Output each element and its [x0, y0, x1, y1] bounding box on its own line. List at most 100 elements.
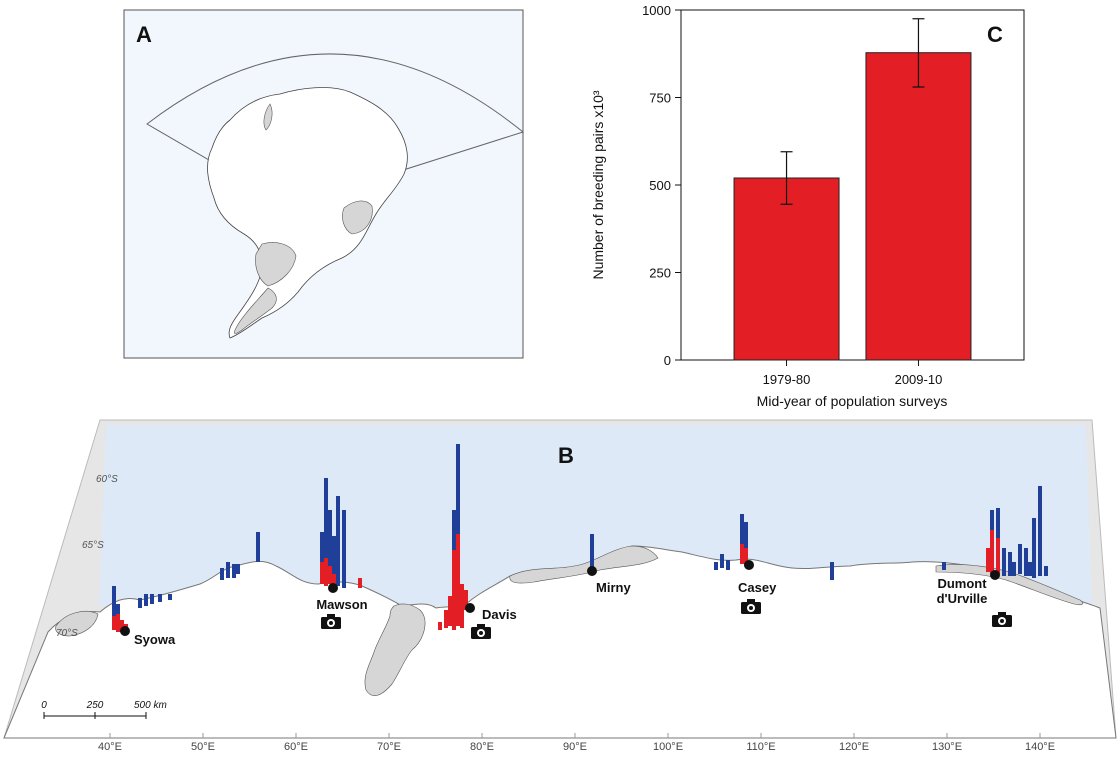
- bars: [733, 18, 972, 361]
- colony-bar-blue: [1002, 548, 1006, 576]
- colony-bar-red: [332, 574, 336, 586]
- colony-bar-blue: [1044, 566, 1048, 576]
- colony-bar-blue: [236, 564, 240, 574]
- colony-bar-blue: [726, 560, 730, 570]
- colony-bar-blue: [1012, 562, 1016, 576]
- colony-bar-red: [328, 566, 332, 584]
- station-label: Davis: [482, 607, 517, 622]
- panel-b-letter: B: [558, 443, 574, 468]
- colony-bar-red: [120, 620, 124, 632]
- lon-label: 50°E: [191, 741, 215, 753]
- station-dot: [465, 603, 475, 613]
- colony-bar-red: [444, 610, 448, 628]
- colony-bar-blue: [714, 562, 718, 570]
- shackleton-ice-shelf: [509, 545, 659, 584]
- lat-label-65: 65°S: [82, 540, 104, 551]
- camera-icon: [321, 614, 341, 629]
- longitude-labels: 40°E 50°E 60°E 70°E 80°E 90°E 100°E 110°E 120°E 1…: [98, 733, 1055, 753]
- ocean: [99, 425, 1092, 606]
- lon-label: 140°E: [1025, 741, 1055, 753]
- y-axis: 0 250 500 750 1000: [642, 3, 681, 368]
- lon-label: 60°E: [284, 741, 308, 753]
- station-dot: [990, 570, 1000, 580]
- colony-bar-blue: [1032, 518, 1036, 578]
- station-label: Dumont d'Urville: [937, 576, 988, 606]
- lon-label: 70°E: [377, 741, 401, 753]
- colony-bar-blue: [336, 496, 340, 586]
- chart-plot-frame: [680, 9, 1025, 361]
- y-tick-label: 0: [664, 353, 671, 368]
- lon-label: 80°E: [470, 741, 494, 753]
- station-dot: [744, 560, 754, 570]
- colony-bar-red: [456, 534, 460, 626]
- colony-bar-blue: [158, 594, 162, 602]
- colony-bar-blue: [1024, 548, 1028, 576]
- stations: Syowa Mawson Davis Mirny Casey Dumont d'Urvill…: [120, 560, 1012, 647]
- colony-bar-blue: [720, 554, 724, 568]
- colony-bar-blue: [220, 568, 224, 580]
- station-dot: [328, 583, 338, 593]
- station-dumont-d-urville: Dumont d'Urville: [937, 570, 1012, 627]
- station-dot: [120, 626, 130, 636]
- colony-bar-red: [320, 562, 324, 584]
- y-tick-label: 500: [649, 178, 671, 193]
- station-dot: [587, 566, 597, 576]
- lat-label-70: 70°S: [56, 628, 78, 639]
- station-label: Mawson: [316, 597, 367, 612]
- station-mawson: Mawson: [316, 583, 368, 629]
- lon-label: 130°E: [932, 741, 962, 753]
- y-tick-label: 750: [649, 91, 671, 106]
- lon-label: 100°E: [653, 741, 683, 753]
- colony-bar-blue: [332, 536, 336, 574]
- amery-ice-shelf: [364, 603, 426, 696]
- colony-bar-blue: [452, 510, 456, 550]
- colony-bar-blue: [232, 564, 236, 578]
- colony-bar-blue: [150, 594, 154, 604]
- scale-label-500: 500 km: [134, 700, 167, 711]
- colony-bar-blue: [112, 586, 116, 616]
- ross-ice-shelf: [342, 200, 373, 235]
- colony-bar-blue: [144, 594, 148, 606]
- filchner-ronne-shelf: [255, 242, 297, 287]
- peninsula: [234, 287, 277, 334]
- ice-shelf-west: [55, 611, 99, 637]
- colony-bar-blue: [1038, 486, 1042, 576]
- colony-bar-blue: [744, 522, 748, 548]
- station-label: Mirny: [596, 580, 631, 595]
- colony-bar-blue: [942, 562, 946, 570]
- colony-bar-red: [116, 614, 120, 632]
- x-axis: 1979-80 2009-10: [763, 360, 943, 387]
- station-mirny: Mirny: [587, 566, 631, 595]
- colony-bar-red: [448, 596, 452, 626]
- colony-bar-blue: [990, 510, 994, 530]
- bar: [733, 177, 840, 361]
- colony-bar-blue: [116, 604, 120, 614]
- colony-bar-blue: [226, 562, 230, 578]
- colony-bar-blue: [168, 594, 172, 600]
- y-tick-label: 1000: [642, 3, 671, 18]
- lon-label: 40°E: [98, 741, 122, 753]
- x-tick-label: 2009-10: [895, 372, 943, 387]
- colony-bar-blue: [740, 514, 744, 544]
- colony-bars: [112, 444, 1048, 632]
- y-tick-label: 250: [649, 266, 671, 281]
- scale-label-250: 250: [86, 700, 104, 711]
- colony-bar-red: [452, 550, 456, 630]
- colony-bar-red: [112, 616, 116, 630]
- x-axis-label: Mid-year of population surveys: [757, 393, 948, 409]
- amery-shelf: [263, 103, 273, 131]
- colony-bar-red: [464, 590, 468, 610]
- panel-a-letter: A: [136, 22, 152, 47]
- colony-bar-red: [324, 558, 328, 586]
- panel-b: 60°S 65°S 70°S Syowa Mawson Davis Mirny Case…: [3, 419, 1117, 753]
- x-tick-label: 1979-80: [763, 372, 811, 387]
- camera-icon: [741, 599, 761, 614]
- colony-bar-red: [996, 538, 1000, 574]
- colony-bar-red: [740, 544, 744, 564]
- station-label: Syowa: [134, 632, 176, 647]
- panel-c: 0 250 500 750 1000 1979-80 2009-10 C Number o…: [590, 3, 1025, 409]
- colony-bar-blue: [1008, 552, 1012, 576]
- panel-a: A: [123, 9, 525, 359]
- station-label: Casey: [738, 580, 777, 595]
- lon-label: 90°E: [563, 741, 587, 753]
